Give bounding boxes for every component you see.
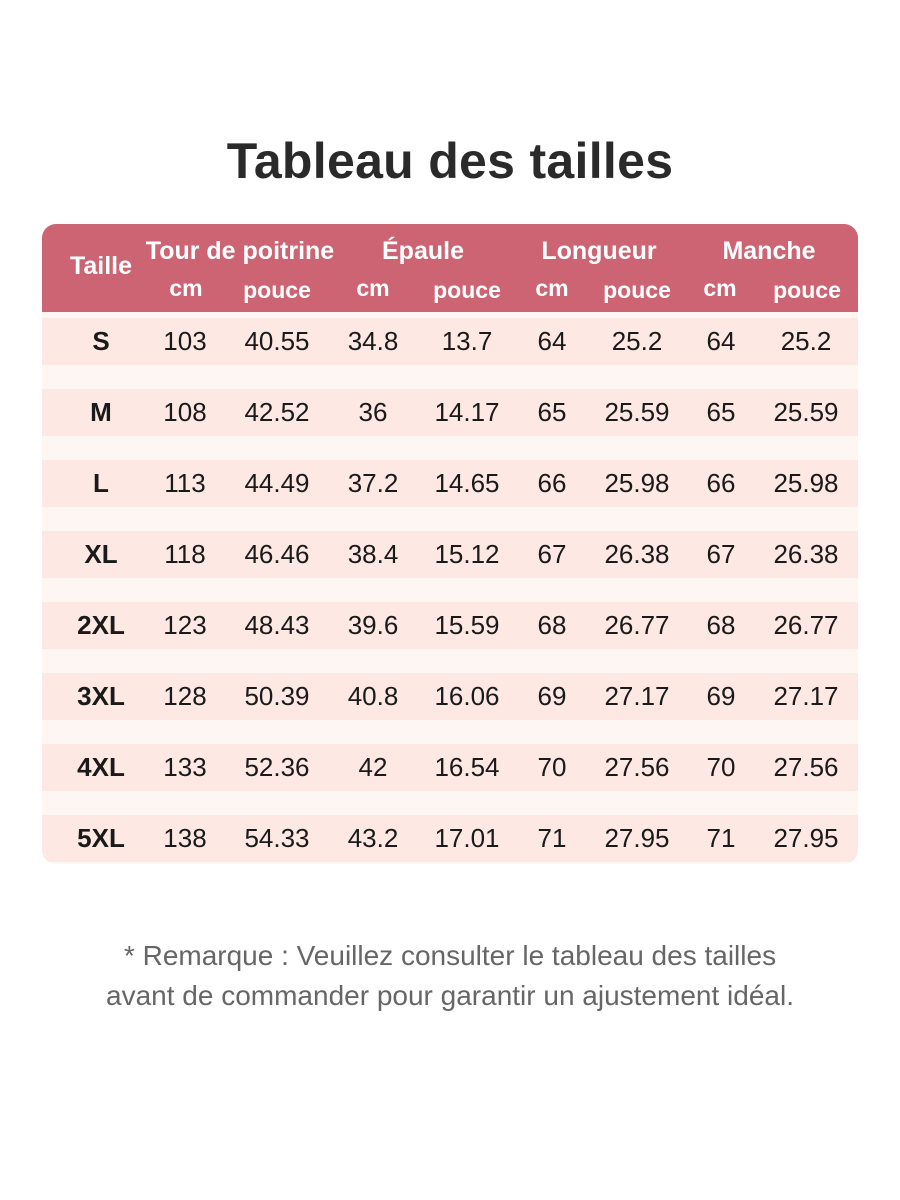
measurement-cell: 50.39 bbox=[244, 681, 310, 711]
measurement-cell: 27.17 bbox=[773, 681, 839, 711]
measurement-cell: 27.95 bbox=[773, 823, 839, 853]
measurement-cell: 69 bbox=[706, 681, 736, 711]
measurement-cell: 26.38 bbox=[773, 539, 839, 569]
measurement-cell: 69 bbox=[537, 681, 567, 711]
measurement-cell: 25.59 bbox=[604, 397, 670, 427]
measurement-cell: 54.33 bbox=[244, 823, 310, 853]
measurement-cell: 27.17 bbox=[604, 681, 670, 711]
size-label-cell: 3XL bbox=[77, 681, 125, 711]
measurement-cell: 13.7 bbox=[441, 326, 493, 356]
measurement-cell: 46.46 bbox=[244, 539, 310, 569]
size-label-cell: XL bbox=[84, 539, 118, 569]
table-row: S 103 40.55 34.8 13.7 64 25.2 64 25.2 bbox=[42, 318, 858, 365]
header-group-shoulder: Épaule bbox=[382, 237, 464, 265]
measurement-cell: 16.06 bbox=[434, 681, 500, 711]
header-size: Taille bbox=[69, 252, 133, 280]
size-label-cell: S bbox=[92, 326, 110, 356]
measurement-cell: 42 bbox=[358, 752, 388, 782]
size-chart-table: Taille Tour de poitrine Épaule Longueur … bbox=[42, 224, 858, 864]
header-unit-sleeve-cm: cm bbox=[703, 275, 737, 301]
measurement-cell: 133 bbox=[163, 752, 207, 782]
measurement-cell: 48.43 bbox=[244, 610, 310, 640]
measurement-cell: 64 bbox=[537, 326, 567, 356]
size-label-cell: 4XL bbox=[77, 752, 125, 782]
measurement-cell: 27.95 bbox=[604, 823, 670, 853]
measurement-cell: 26.77 bbox=[604, 610, 670, 640]
measurement-cell: 128 bbox=[163, 681, 207, 711]
header-group-sleeve: Manche bbox=[722, 237, 816, 265]
measurement-cell: 37.2 bbox=[347, 468, 399, 498]
measurement-cell: 71 bbox=[537, 823, 567, 853]
header-unit-length-cm: cm bbox=[535, 275, 569, 301]
measurement-cell: 25.98 bbox=[604, 468, 670, 498]
size-note-line-1: * Remarque : Veuillez consulter le table… bbox=[123, 940, 777, 971]
size-label-cell: 2XL bbox=[77, 610, 125, 640]
header-unit-chest-cm: cm bbox=[169, 275, 203, 301]
measurement-cell: 25.2 bbox=[611, 326, 663, 356]
header-unit-shoulder-inch: pouce bbox=[433, 277, 501, 303]
measurement-cell: 26.38 bbox=[604, 539, 670, 569]
measurement-cell: 108 bbox=[163, 397, 207, 427]
measurement-cell: 113 bbox=[164, 468, 206, 498]
measurement-cell: 66 bbox=[706, 468, 736, 498]
measurement-cell: 40.55 bbox=[244, 326, 310, 356]
table-row: M 108 42.52 36 14.17 65 25.59 65 25.59 bbox=[42, 389, 858, 436]
measurement-cell: 39.6 bbox=[347, 610, 399, 640]
measurement-cell: 68 bbox=[706, 610, 736, 640]
measurement-cell: 16.54 bbox=[434, 752, 500, 782]
measurement-cell: 66 bbox=[537, 468, 567, 498]
measurement-cell: 38.4 bbox=[347, 539, 399, 569]
measurement-cell: 67 bbox=[706, 539, 736, 569]
size-note: * Remarque : Veuillez consulter le table… bbox=[0, 936, 900, 1016]
measurement-cell: 123 bbox=[163, 610, 207, 640]
measurement-cell: 40.8 bbox=[347, 681, 399, 711]
measurement-cell: 70 bbox=[706, 752, 736, 782]
header-group-length: Longueur bbox=[541, 237, 657, 265]
measurement-cell: 118 bbox=[164, 539, 206, 569]
measurement-cell: 36 bbox=[358, 397, 388, 427]
size-note-line-2: avant de commander pour garantir un ajus… bbox=[106, 980, 794, 1011]
measurement-cell: 42.52 bbox=[244, 397, 310, 427]
measurement-cell: 15.59 bbox=[434, 610, 500, 640]
measurement-cell: 71 bbox=[706, 823, 736, 853]
measurement-cell: 15.12 bbox=[434, 539, 500, 569]
table-row: 4XL 133 52.36 42 16.54 70 27.56 70 27.56 bbox=[42, 744, 858, 791]
table-row: L 113 44.49 37.2 14.65 66 25.98 66 25.98 bbox=[42, 460, 858, 507]
measurement-cell: 14.65 bbox=[434, 468, 500, 498]
header-unit-chest-inch: pouce bbox=[243, 277, 311, 303]
measurement-cell: 25.59 bbox=[773, 397, 839, 427]
measurement-cell: 27.56 bbox=[773, 752, 839, 782]
measurement-cell: 65 bbox=[706, 397, 736, 427]
table-header: Taille Tour de poitrine Épaule Longueur … bbox=[42, 224, 858, 312]
table-row: XL 118 46.46 38.4 15.12 67 26.38 67 26.38 bbox=[42, 531, 858, 578]
measurement-cell: 67 bbox=[537, 539, 567, 569]
header-unit-shoulder-cm: cm bbox=[356, 275, 390, 301]
table-row: 3XL 128 50.39 40.8 16.06 69 27.17 69 27.17 bbox=[42, 673, 858, 720]
size-label-cell: 5XL bbox=[77, 823, 125, 853]
header-group-chest: Tour de poitrine bbox=[145, 237, 335, 265]
measurement-cell: 25.98 bbox=[773, 468, 839, 498]
measurement-cell: 14.17 bbox=[434, 397, 500, 427]
size-label-cell: M bbox=[90, 397, 112, 427]
measurement-cell: 34.8 bbox=[347, 326, 399, 356]
measurement-cell: 70 bbox=[537, 752, 567, 782]
measurement-cell: 17.01 bbox=[434, 823, 500, 853]
page-title: Tableau des tailles bbox=[226, 133, 674, 189]
measurement-cell: 25.2 bbox=[780, 326, 832, 356]
header-unit-sleeve-inch: pouce bbox=[773, 277, 841, 303]
measurement-cell: 65 bbox=[537, 397, 567, 427]
measurement-cell: 68 bbox=[537, 610, 567, 640]
measurement-cell: 43.2 bbox=[347, 823, 399, 853]
measurement-cell: 27.56 bbox=[604, 752, 670, 782]
measurement-cell: 103 bbox=[163, 326, 207, 356]
measurement-cell: 44.49 bbox=[244, 468, 310, 498]
table-row: 5XL 138 54.33 43.2 17.01 71 27.95 71 27.95 bbox=[42, 815, 858, 862]
size-label-cell: L bbox=[93, 468, 109, 498]
measurement-cell: 26.77 bbox=[773, 610, 839, 640]
header-unit-length-inch: pouce bbox=[603, 277, 671, 303]
measurement-cell: 52.36 bbox=[244, 752, 310, 782]
table-row: 2XL 123 48.43 39.6 15.59 68 26.77 68 26.77 bbox=[42, 602, 858, 649]
measurement-cell: 138 bbox=[163, 823, 207, 853]
measurement-cell: 64 bbox=[706, 326, 736, 356]
